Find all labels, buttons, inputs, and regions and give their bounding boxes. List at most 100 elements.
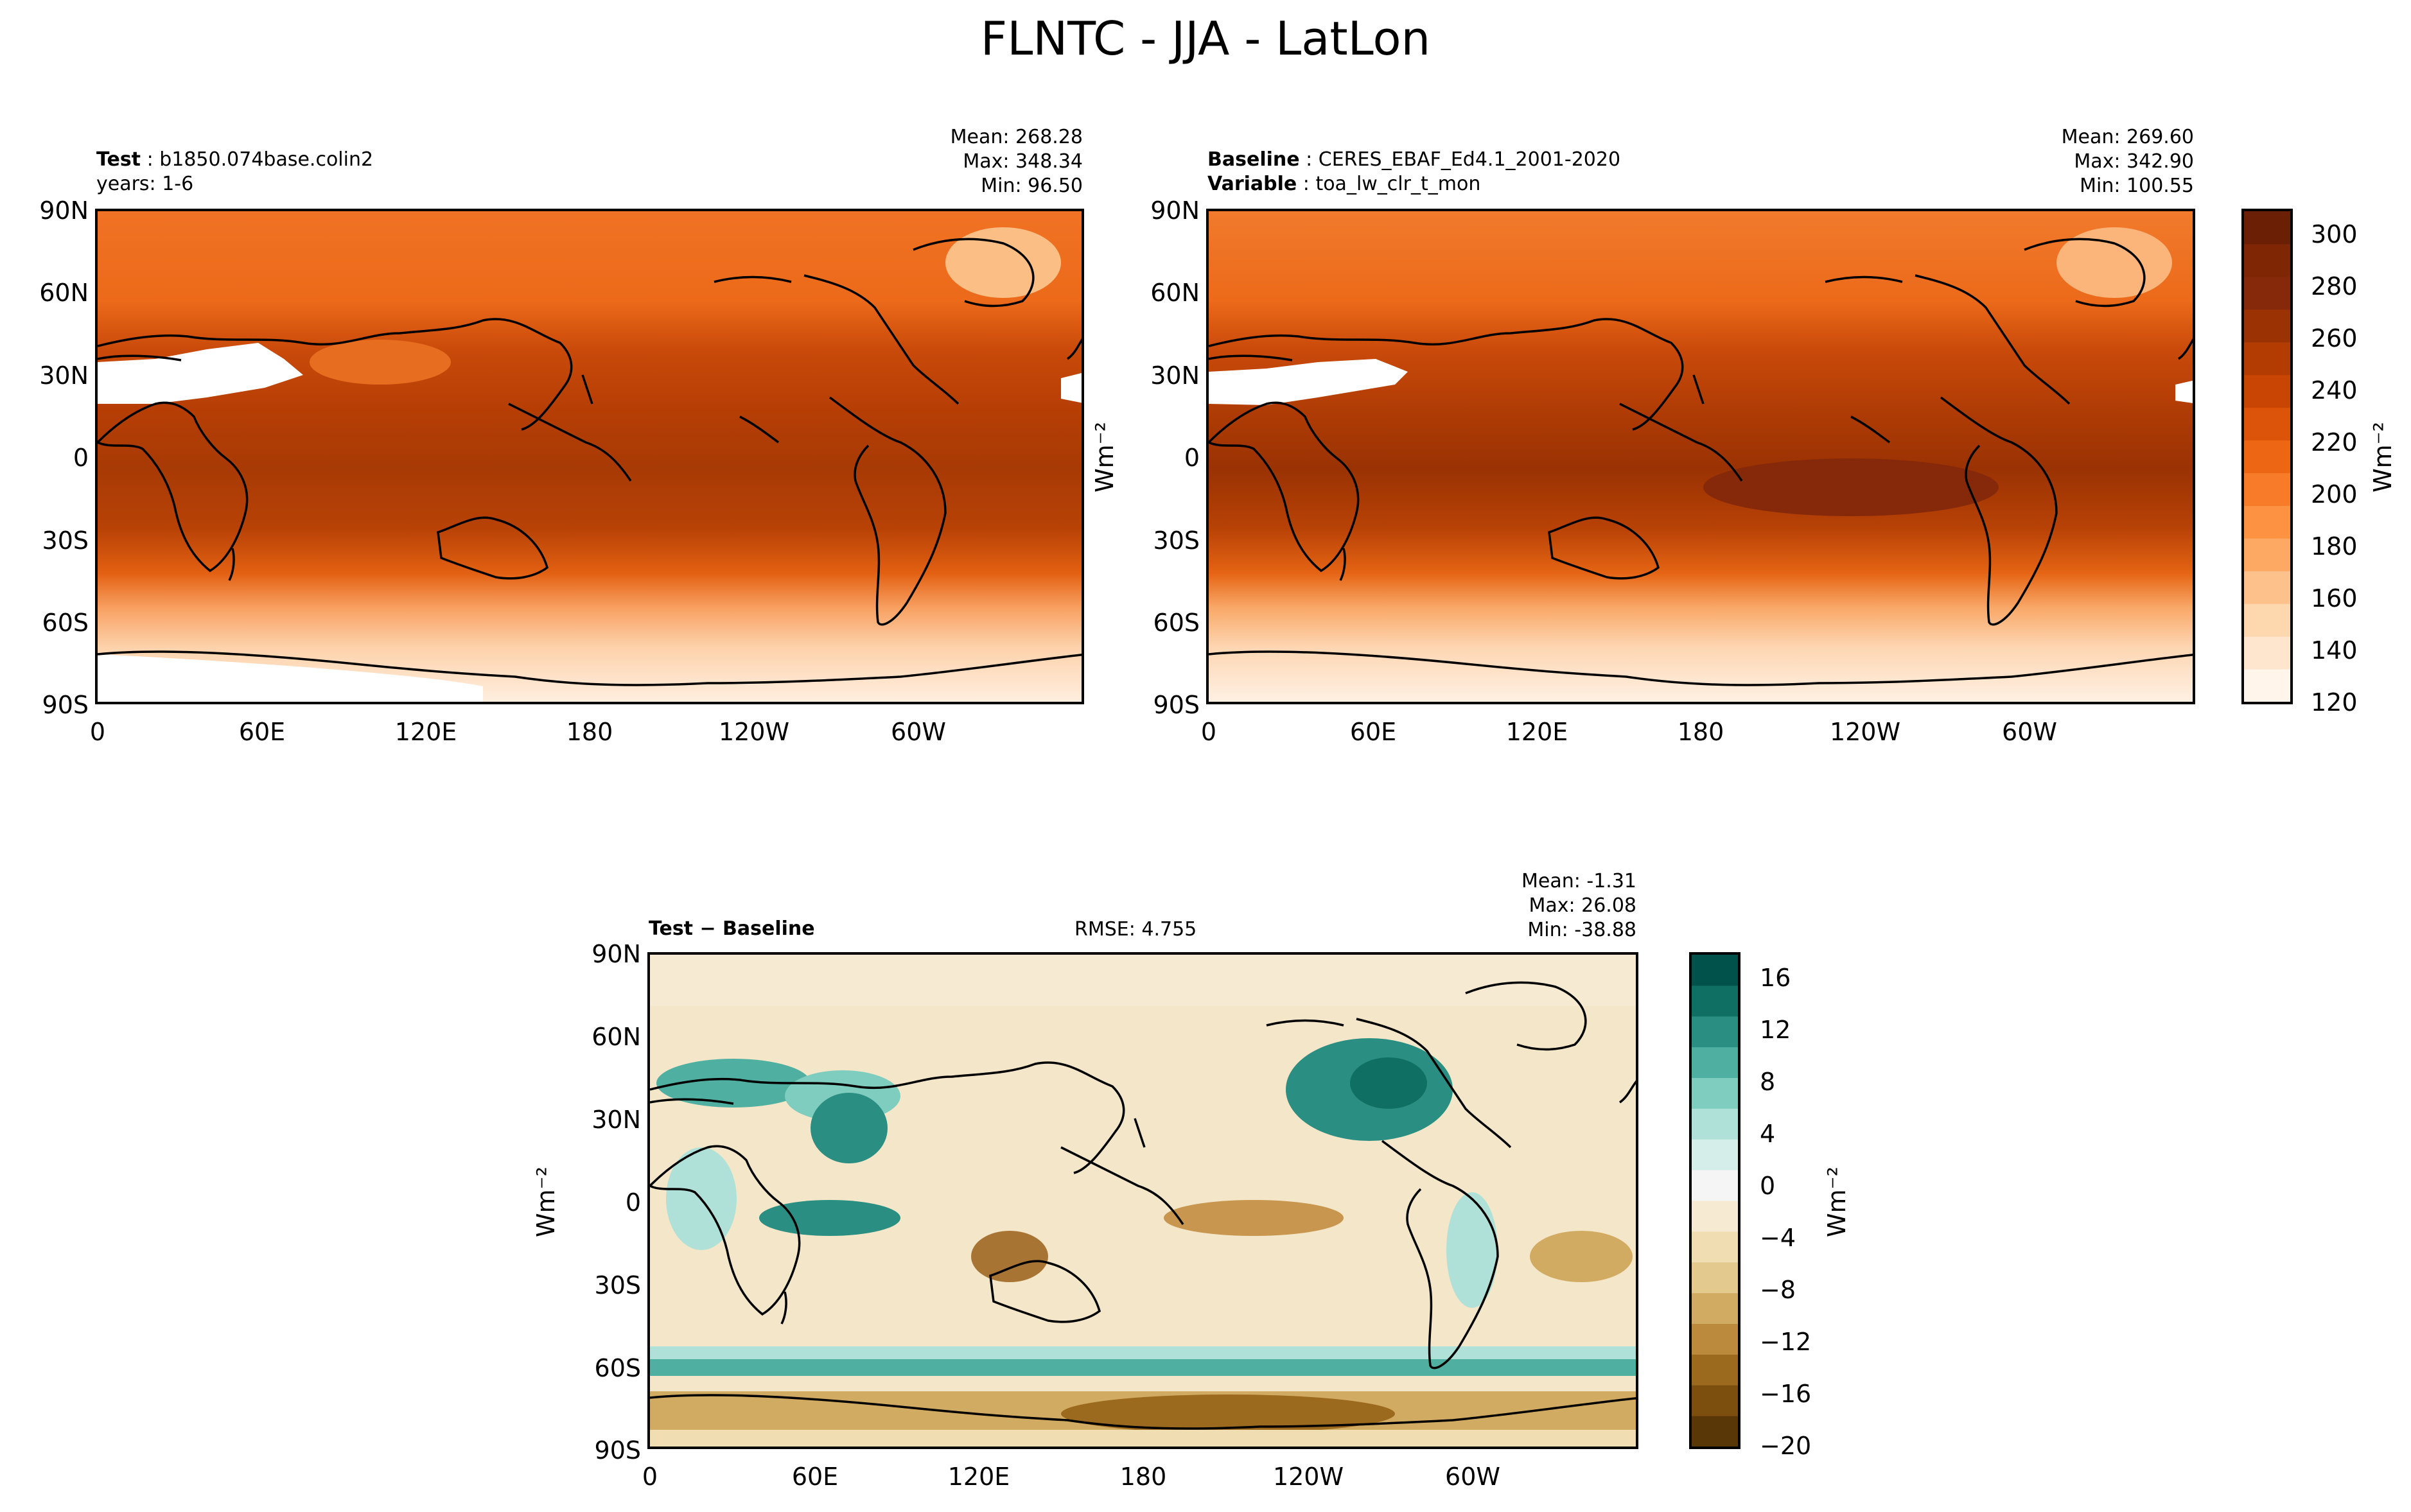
diff-colorbar-segment — [1692, 1262, 1738, 1294]
baseline-unit-label: Wm⁻² — [1091, 422, 1119, 492]
diff-india-pos — [811, 1093, 888, 1163]
test-lat-tick: 90S — [42, 691, 89, 719]
diff-namerica-core — [1350, 1057, 1427, 1109]
test-sahara-missing — [98, 343, 303, 404]
diff-colorbar-segment — [1692, 1047, 1738, 1078]
test-lat-tick: 30S — [42, 526, 89, 555]
baseline-lat-tick: 90N — [1150, 196, 1200, 225]
baseline-coastlines — [1209, 238, 2193, 686]
test-label: Test — [96, 148, 141, 171]
diff-lon-tick: 0 — [642, 1463, 658, 1491]
diff-coastlines — [650, 981, 1636, 1430]
diff-map-svg — [650, 955, 1636, 1447]
baseline-map-svg — [1209, 211, 2193, 702]
diff-lat-tick: 90S — [594, 1436, 641, 1464]
baseline-variable: toa_lw_clr_t_mon — [1315, 173, 1481, 195]
test-lon-tick: 60E — [238, 718, 286, 746]
diff-lon-tick: 180 — [1119, 1463, 1167, 1491]
top-cb-tick: 120 — [2311, 688, 2358, 717]
diff-lon-tick: 120E — [947, 1463, 1010, 1491]
test-lat-tick: 60N — [39, 279, 89, 307]
diff-pacific-neg — [1164, 1200, 1344, 1236]
top-colorbar-segment — [2244, 604, 2290, 637]
test-field — [98, 211, 1082, 702]
top-colorbar-segment — [2244, 276, 2290, 310]
diff-info: Test − Baseline — [649, 917, 815, 941]
baseline-info: Baseline : CERES_EBAF_Ed4.1_2001-2020 Va… — [1207, 148, 1621, 195]
baseline-sahara-missing — [1209, 359, 1408, 405]
diff-colorbar-segment — [1692, 1108, 1738, 1140]
diff-cb-tick: −20 — [1760, 1432, 1812, 1460]
diff-cb-tick: −12 — [1760, 1328, 1812, 1356]
test-lon-tick: 60W — [891, 718, 946, 746]
diff-europe-pos — [656, 1059, 811, 1108]
test-lon-tick: 120W — [718, 718, 790, 746]
diff-colorbar-segment — [1692, 955, 1738, 986]
baseline-pacific-warm — [1703, 458, 1999, 516]
diff-lat-tick: 30N — [592, 1106, 641, 1134]
top-cb-tick: 220 — [2311, 428, 2358, 456]
top-cb-unit-label: Wm⁻² — [2369, 422, 2397, 492]
test-lon-tick: 120E — [394, 718, 457, 746]
diff-colorbar-segment — [1692, 1016, 1738, 1048]
diff-lat-tick: 60N — [592, 1023, 641, 1051]
test-mean: Mean: 268.28 — [950, 126, 1083, 148]
top-colorbar-segment — [2244, 342, 2290, 376]
test-lat-tick: 60S — [42, 609, 89, 637]
diff-colorbar-segment — [1692, 1292, 1738, 1324]
diff-samerica-pos — [1446, 1192, 1498, 1308]
diff-colorbar-segment — [1692, 1139, 1738, 1170]
test-lon-tick: 180 — [566, 718, 613, 746]
diff-colorbar-segment — [1692, 1385, 1738, 1416]
top-colorbar-segment — [2244, 407, 2290, 441]
test-case: b1850.074base.colin2 — [159, 148, 374, 171]
test-stats: Mean: 268.28 Max: 348.34 Min: 96.50 — [771, 125, 1083, 198]
diff-southern-ocean-pos — [650, 1359, 1636, 1376]
diff-colorbar — [1689, 952, 1740, 1449]
diff-cb-tick: 12 — [1760, 1016, 1791, 1044]
baseline-dataset: CERES_EBAF_Ed4.1_2001-2020 — [1318, 148, 1621, 171]
baseline-greenland-cool — [2056, 227, 2172, 298]
diff-colorbar-segment — [1692, 1170, 1738, 1201]
diff-max: Max: 26.08 — [1529, 894, 1636, 917]
test-map-svg — [98, 211, 1082, 702]
diff-lon-tick: 60E — [791, 1463, 839, 1491]
top-colorbar-segment — [2244, 538, 2290, 571]
diff-southern-ocean-edge — [650, 1346, 1636, 1359]
diff-cb-tick: 8 — [1760, 1068, 1776, 1096]
top-cb-tick: 160 — [2311, 584, 2358, 613]
test-map — [95, 209, 1084, 704]
diff-label: Test − Baseline — [649, 917, 815, 940]
diff-cb-tick: −8 — [1760, 1276, 1796, 1304]
baseline-lon-tick: 60W — [2002, 718, 2057, 746]
baseline-min: Min: 100.55 — [2080, 175, 2194, 197]
diff-indian-ocean-pos — [759, 1200, 900, 1236]
diff-lat-tick: 60S — [594, 1354, 641, 1382]
baseline-max: Max: 342.90 — [2074, 150, 2194, 173]
diff-lon-tick: 120W — [1272, 1463, 1344, 1491]
diff-colorbar-segment — [1692, 1416, 1738, 1447]
diff-colorbar-segment — [1692, 985, 1738, 1017]
diff-colorbar-svg — [1692, 955, 1738, 1447]
test-lon-tick: 0 — [89, 718, 106, 746]
top-colorbar-segment — [2244, 243, 2290, 277]
test-lat-tick: 30N — [39, 361, 89, 390]
top-colorbar-svg — [2244, 211, 2290, 702]
test-min: Min: 96.50 — [981, 175, 1083, 197]
diff-min: Min: -38.88 — [1527, 919, 1636, 941]
baseline-lat-tick: 30N — [1150, 361, 1200, 390]
baseline-east-missing — [2175, 380, 2193, 403]
diff-arctic-band — [650, 955, 1636, 1006]
diff-lon-tick: 60W — [1445, 1463, 1500, 1491]
top-colorbar-segment — [2244, 636, 2290, 670]
top-cb-tick: 200 — [2311, 480, 2358, 508]
test-max: Max: 348.34 — [963, 150, 1083, 173]
top-colorbar-segment — [2244, 211, 2290, 245]
test-antarctic-low — [98, 654, 483, 702]
diff-lat-tick: 30S — [594, 1271, 641, 1299]
variable-label: Variable — [1207, 173, 1297, 195]
baseline-lon-tick: 180 — [1677, 718, 1724, 746]
baseline-lon-tick: 60E — [1349, 718, 1397, 746]
baseline-lon-tick: 120W — [1829, 718, 1901, 746]
top-colorbar-segment — [2244, 473, 2290, 506]
